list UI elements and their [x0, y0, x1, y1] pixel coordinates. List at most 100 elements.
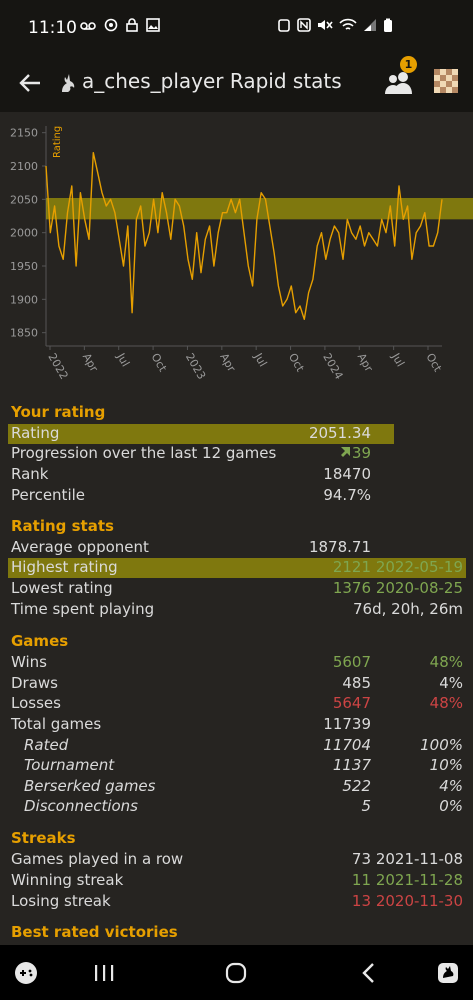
stat-value: 18470	[323, 465, 371, 483]
stat-row-losses: Losses 5647 48%	[0, 694, 473, 714]
stat-value: 5	[361, 797, 371, 815]
x-tick-label: 2023	[183, 351, 208, 382]
stat-row-losing-streak: Losing streak 13 2020-11-30	[0, 892, 473, 912]
stat-percent: 0%	[439, 797, 463, 815]
alarm-icon	[278, 19, 290, 32]
x-tick-label: Apr	[355, 351, 376, 374]
stat-label: Lowest rating	[11, 579, 113, 597]
home-icon[interactable]	[224, 961, 248, 985]
stat-label: Average opponent	[11, 538, 149, 556]
stat-value: 1376	[332, 579, 371, 597]
stat-row-draws: Draws 485 4%	[0, 674, 473, 694]
stat-date: 2021-11-08	[375, 850, 463, 868]
back-arrow-icon[interactable]	[16, 69, 44, 97]
stat-date: 2021-11-28	[375, 871, 463, 889]
stat-value: 11739	[323, 715, 371, 733]
progression-value: 39	[351, 444, 371, 462]
image-icon	[146, 18, 160, 32]
section-your-rating: Your rating	[11, 403, 106, 421]
section-streaks: Streaks	[11, 829, 76, 847]
rating-highlight	[8, 424, 394, 444]
rabbit-icon	[62, 74, 75, 92]
stat-label: Losing streak	[11, 892, 111, 910]
x-tick-label: Apr	[80, 351, 101, 374]
x-tick-label: Apr	[217, 351, 238, 374]
stat-percent: 4%	[439, 777, 463, 795]
stat-label: Rank	[11, 465, 49, 483]
stat-row-rated: Rated 11704 100%	[0, 736, 473, 756]
stat-row-tournament: Tournament 1137 10%	[0, 756, 473, 776]
battery-icon	[384, 18, 392, 32]
y-tick-label: 1950	[10, 260, 38, 273]
stat-label: Berserked games	[24, 777, 156, 795]
y-tick-label: 1900	[10, 293, 38, 306]
y-tick-label: 2100	[10, 160, 38, 173]
stat-row-progression: Progression over the last 12 games 39	[0, 444, 473, 464]
stat-row-average-opponent: Average opponent 1878.71	[0, 538, 473, 558]
stat-label: Draws	[11, 674, 58, 692]
stat-value: 1878.71	[308, 538, 371, 556]
stat-label: Winning streak	[11, 871, 124, 889]
x-tick-label: Oct	[286, 351, 307, 375]
y-axis-label: Rating	[52, 126, 63, 158]
y-tick-label: 2150	[10, 127, 38, 140]
game-controller-icon[interactable]	[14, 961, 38, 985]
stat-value: 2121	[332, 558, 371, 576]
stat-row-time-spent: Time spent playing 76d, 20h, 26m	[0, 600, 473, 620]
assistant-icon[interactable]	[436, 961, 460, 985]
rating-chart: 1850 1900 1950 2000 2050 2100 2150 Rating 2022 Ap…	[10, 126, 473, 382]
stat-value: 5607	[332, 653, 371, 671]
stat-label: Disconnections	[24, 797, 138, 815]
y-tick-label: 2050	[10, 193, 38, 206]
stat-value: 522	[342, 777, 371, 795]
stat-label: Time spent playing	[11, 600, 155, 618]
stat-row-games-in-row: Games played in a row 73 2021-11-08	[0, 850, 473, 870]
stat-value: 11704	[323, 736, 371, 754]
x-tick-label: 2024	[320, 351, 345, 382]
stat-label: Tournament	[24, 756, 115, 774]
stat-percent: 10%	[429, 756, 463, 774]
signal-icon	[364, 19, 376, 31]
stat-percent: 48%	[429, 694, 463, 712]
stat-value: 485	[342, 674, 371, 692]
x-tick-label: Jul	[389, 350, 407, 369]
nfc-icon	[297, 18, 311, 32]
section-games: Games	[11, 632, 69, 650]
section-rating-stats: Rating stats	[11, 517, 114, 535]
stat-label: Total games	[11, 715, 102, 733]
y-tick-label: 1850	[10, 327, 38, 340]
stat-value: 94.7%	[323, 486, 371, 504]
app-bar: a_ches_player Rapid stats 1	[0, 56, 473, 112]
chessboard-icon[interactable]	[434, 69, 458, 93]
stat-value: 39	[340, 444, 371, 462]
x-tick-label: Jul	[251, 350, 269, 369]
highest-rating-highlight	[8, 558, 466, 578]
stat-value: 73	[351, 850, 371, 868]
status-bar: 11:10	[0, 0, 473, 58]
stat-label: Rating	[11, 424, 60, 442]
stat-label: Rated	[24, 736, 69, 754]
stat-label: Games played in a row	[11, 850, 184, 868]
x-tick-label: 2022	[45, 351, 70, 382]
stat-value: 1137	[332, 756, 371, 774]
wifi-icon	[339, 18, 357, 30]
stat-row-lowest-rating: Lowest rating 1376 2020-08-25	[0, 579, 473, 599]
stat-value: 5647	[332, 694, 371, 712]
stat-row-winning-streak: Winning streak 11 2021-11-28	[0, 871, 473, 891]
stat-value: 13	[351, 892, 371, 910]
lock-icon	[126, 18, 138, 32]
stat-row-highest-rating: Highest rating 2121 2022-05-19	[0, 558, 473, 578]
stat-row-wins: Wins 5607 48%	[0, 653, 473, 673]
status-time: 11:10	[28, 18, 77, 38]
section-best-victories: Best rated victories	[11, 923, 178, 941]
recent-apps-icon[interactable]	[93, 963, 115, 983]
page-title: a_ches_player Rapid stats	[82, 69, 342, 93]
friends-icon[interactable]	[384, 68, 414, 96]
stat-percent: 48%	[429, 653, 463, 671]
voicemail-icon	[80, 22, 96, 30]
stat-row-disconnections: Disconnections 5 0%	[0, 797, 473, 817]
navigation-bar	[0, 945, 473, 1000]
nav-back-icon[interactable]	[359, 962, 379, 984]
stat-row-rank: Rank 18470	[0, 465, 473, 485]
stat-value: 11	[351, 871, 371, 889]
